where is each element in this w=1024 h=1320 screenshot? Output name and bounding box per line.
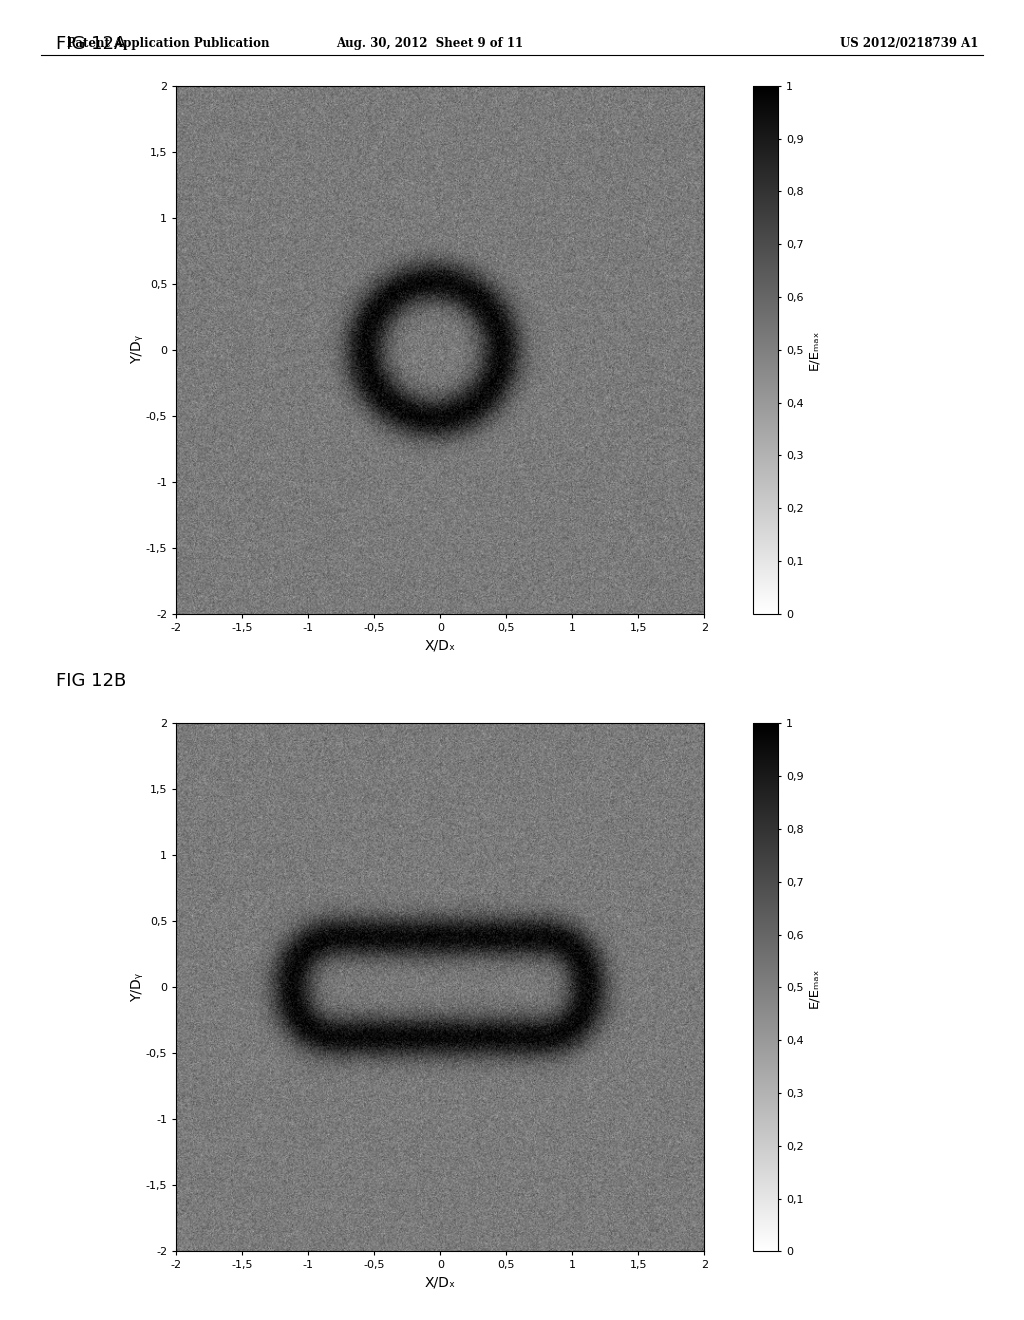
Text: Patent Application Publication: Patent Application Publication — [67, 37, 269, 50]
Text: FIG 12B: FIG 12B — [56, 672, 127, 690]
Text: Aug. 30, 2012  Sheet 9 of 11: Aug. 30, 2012 Sheet 9 of 11 — [337, 37, 523, 50]
Y-axis label: Y/Dᵧ: Y/Dᵧ — [130, 335, 144, 364]
Text: US 2012/0218739 A1: US 2012/0218739 A1 — [840, 37, 978, 50]
Y-axis label: Y/Dᵧ: Y/Dᵧ — [130, 973, 144, 1002]
X-axis label: X/Dₓ: X/Dₓ — [425, 1276, 456, 1290]
Y-axis label: E/Eₘₐₓ: E/Eₘₐₓ — [808, 330, 820, 370]
Y-axis label: E/Eₘₐₓ: E/Eₘₐₓ — [808, 968, 820, 1007]
X-axis label: X/Dₓ: X/Dₓ — [425, 639, 456, 652]
Text: FIG 12A: FIG 12A — [56, 34, 127, 53]
